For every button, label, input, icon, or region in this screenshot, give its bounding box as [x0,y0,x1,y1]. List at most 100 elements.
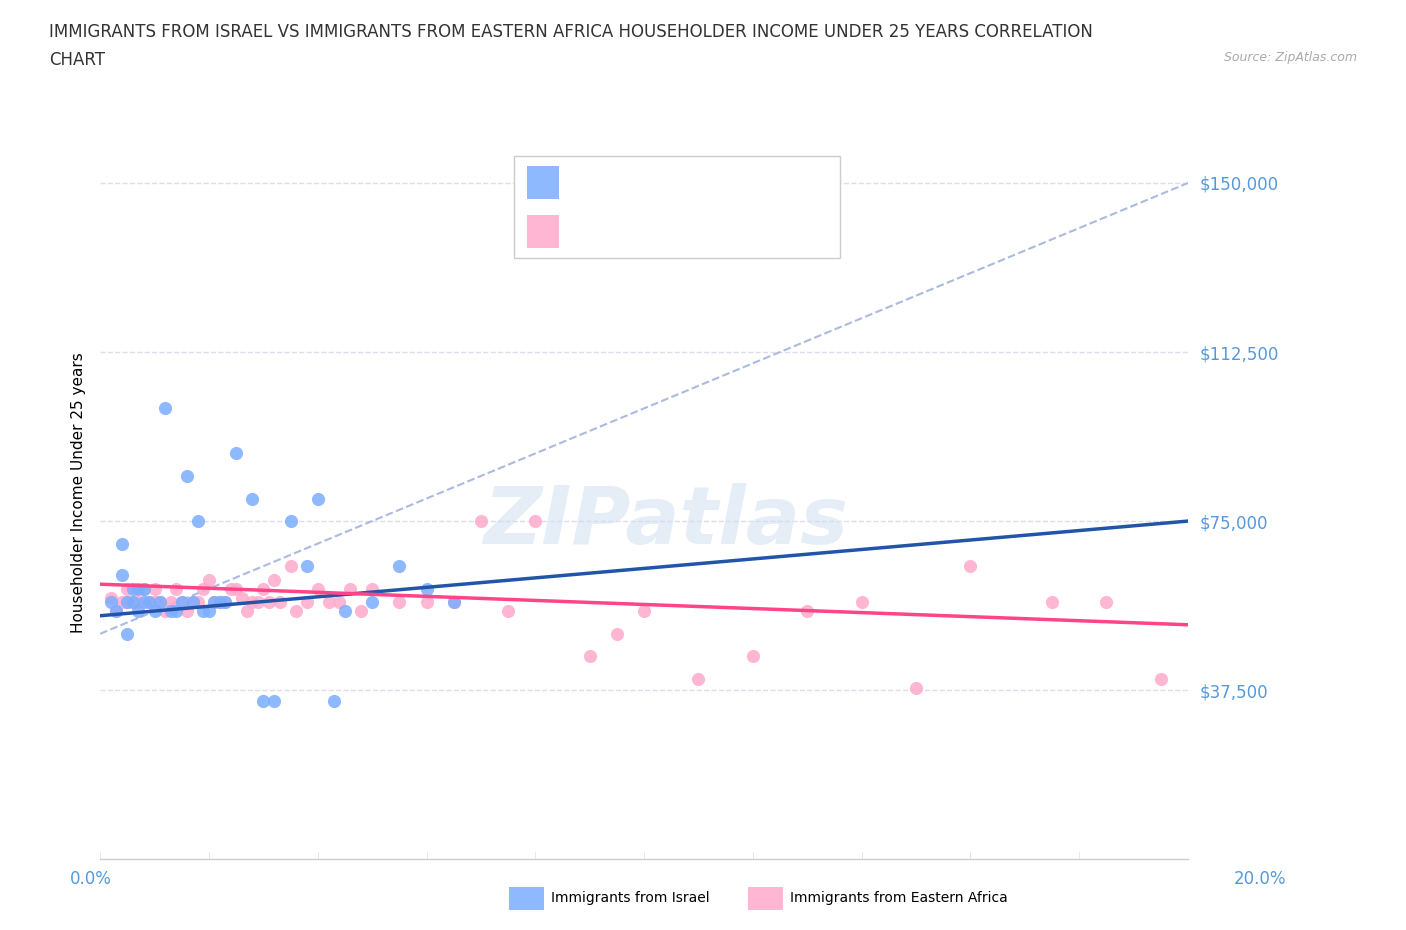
Point [155,401,177,416]
Point [741,649,763,664]
Point [688,671,710,686]
Point [121,595,143,610]
Point [127,595,149,610]
Point [100,595,122,610]
Point [202,595,225,610]
Text: 20.0%: 20.0% [1234,870,1286,888]
Point [295,595,318,610]
Point [111,537,134,551]
Point [295,559,318,574]
Text: Source: ZipAtlas.com: Source: ZipAtlas.com [1223,51,1357,64]
Point [280,559,302,574]
Point [231,591,253,605]
Point [155,604,177,618]
Point [225,446,247,461]
Point [132,581,155,596]
Point [198,604,221,618]
Point [160,604,183,618]
Point [318,595,340,610]
Point [117,626,139,641]
Point [127,581,149,596]
Point [181,595,204,610]
Point [111,567,134,582]
Point [208,595,231,610]
Point [606,626,628,641]
Point [187,513,209,528]
Point [132,595,155,610]
Point [443,595,465,610]
Point [242,595,264,610]
Point [323,694,346,709]
Point [388,595,411,610]
Point [959,559,981,574]
Point [361,595,384,610]
Point [280,513,302,528]
Point [263,694,285,709]
Point [143,595,166,610]
Point [105,604,128,618]
Point [165,604,187,618]
Point [252,581,274,596]
Point [796,604,818,618]
Point [252,694,274,709]
Point [214,595,236,610]
Point [415,595,437,610]
Point [443,595,465,610]
Point [117,581,139,596]
Point [181,595,204,610]
Point [1095,595,1118,610]
Point [117,595,139,610]
Point [350,604,373,618]
Point [307,491,329,506]
Point [246,595,269,610]
Point [132,581,155,596]
Text: Immigrants from Israel: Immigrants from Israel [551,891,710,906]
Point [160,595,183,610]
Point [143,604,166,618]
Text: Immigrants from Eastern Africa: Immigrants from Eastern Africa [790,891,1008,906]
Point [361,581,384,596]
Point [633,604,655,618]
Point [143,581,166,596]
Text: ZIPatlas: ZIPatlas [484,484,848,561]
Point [187,595,209,610]
Point [225,581,247,596]
Point [328,595,350,610]
Point [263,572,285,587]
Point [219,581,242,596]
Point [121,581,143,596]
Point [138,595,160,610]
Text: 0.0%: 0.0% [70,870,112,888]
Point [208,595,231,610]
Point [111,595,134,610]
Point [149,595,172,610]
Point [100,591,122,605]
Point [138,595,160,610]
Point [1040,595,1063,610]
Point [127,604,149,618]
Point [170,595,193,610]
Point [269,595,291,610]
Point [202,595,225,610]
Point [121,595,143,610]
Point [117,595,139,610]
Point [496,604,519,618]
Point [198,572,221,587]
Point [105,604,128,618]
Point [236,604,259,618]
Point [905,681,928,696]
Point [193,581,215,596]
Point [851,595,873,610]
Point [165,581,187,596]
Y-axis label: Householder Income Under 25 years: Householder Income Under 25 years [72,352,86,633]
Point [193,604,215,618]
Point [149,595,172,610]
Point [170,595,193,610]
Point [415,581,437,596]
Point [333,604,356,618]
Point [176,469,198,484]
Point [578,649,600,664]
Point [524,513,547,528]
Point [388,559,411,574]
Point [242,491,264,506]
